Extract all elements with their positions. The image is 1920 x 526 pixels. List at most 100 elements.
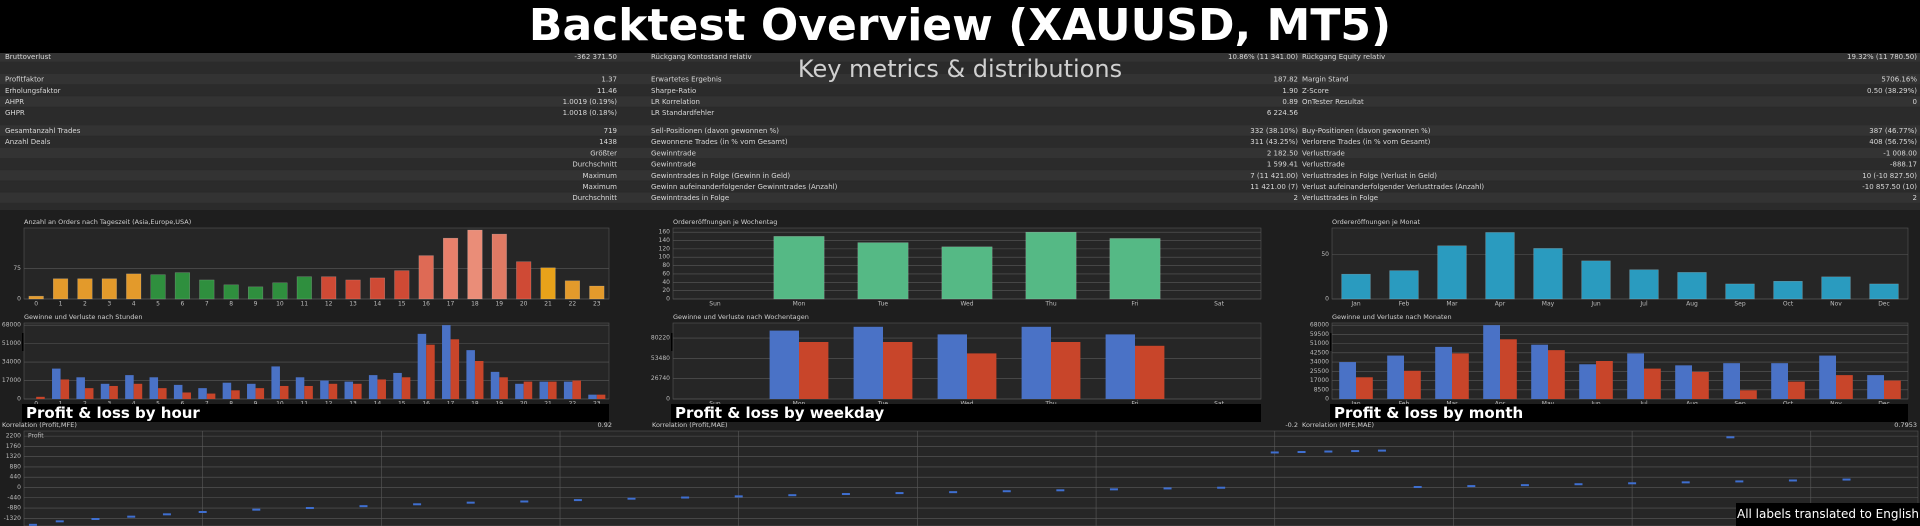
- stat-label: Verlusttrade: [1302, 161, 1345, 169]
- caption-box: [1330, 404, 1908, 422]
- bar: [1387, 355, 1404, 399]
- bar: [589, 285, 605, 300]
- bar: [1051, 342, 1081, 399]
- stat-label: Z-Score: [1302, 87, 1329, 95]
- chart-caption: Profit & loss by hour: [26, 404, 200, 422]
- bar: [199, 279, 215, 300]
- scatter-point: [1377, 449, 1386, 452]
- stat-value: 5706.16%: [1881, 76, 1917, 84]
- footer-note: All labels translated to English: [1737, 507, 1919, 521]
- y-tick-label: 50: [1321, 251, 1329, 258]
- stat-label: Gewinntrades in Folge (Gewinn in Geld): [651, 172, 790, 180]
- y-tick-label: 51000: [2, 340, 21, 347]
- bar: [572, 380, 581, 399]
- scatter-point: [627, 497, 636, 500]
- stat-label: OnTester Resultat: [1302, 98, 1364, 106]
- bar: [466, 350, 475, 399]
- stat-label: GHPR: [5, 109, 25, 117]
- bar: [548, 381, 557, 399]
- bar: [1025, 231, 1077, 300]
- correlation-label: Korrelation (Profit,MFE): [2, 421, 77, 429]
- bar: [1531, 344, 1548, 399]
- x-tick-label: 7: [205, 301, 209, 308]
- bar: [353, 383, 362, 399]
- stat-label: Anzahl Deals: [5, 138, 51, 146]
- x-tick-label: 8: [229, 301, 233, 308]
- x-tick-label: 16: [422, 301, 430, 308]
- y-tick-label: 68000: [1310, 322, 1329, 329]
- stat-label: Durchschnitt: [572, 161, 617, 169]
- bar: [76, 377, 85, 399]
- scatter-point: [1056, 489, 1065, 492]
- y-tick-label: 42500: [1310, 349, 1329, 356]
- x-tick-label: 6: [181, 301, 185, 308]
- bar: [149, 377, 159, 399]
- x-tick-label: Mar: [1446, 301, 1458, 308]
- bar: [101, 278, 117, 300]
- scatter-point: [1726, 436, 1735, 439]
- bar: [467, 229, 483, 300]
- stat-label: Verlusttrade: [1302, 149, 1345, 157]
- stat-value: 11 421.00 (7): [1250, 183, 1298, 191]
- correlation-value: 0.92: [598, 421, 612, 429]
- stat-label: Verlust aufeinanderfolgender Verlusttrad…: [1302, 183, 1484, 191]
- caption-box: [671, 404, 1261, 422]
- stat-label: Durchschnitt: [572, 194, 617, 202]
- legend-entry: Profit: [28, 433, 44, 440]
- bar: [321, 276, 337, 300]
- bar: [255, 388, 265, 399]
- bar: [279, 385, 289, 399]
- scatter-point: [305, 507, 314, 510]
- stat-value: 0.89: [1282, 98, 1298, 106]
- scatter-point: [1270, 451, 1279, 454]
- y-tick-label: 20: [662, 287, 670, 294]
- bar: [247, 383, 256, 399]
- stat-label: Sell-Positionen (davon gewonnen %): [651, 127, 779, 135]
- page-subtitle: Key metrics & distributions: [798, 55, 1122, 83]
- bar: [588, 394, 597, 399]
- bar: [345, 279, 361, 300]
- scatter-point: [413, 503, 422, 506]
- stat-label: Rückgang Kontostand relativ: [651, 53, 752, 61]
- bar: [77, 278, 93, 300]
- x-tick-label: 9: [254, 301, 258, 308]
- stat-value: -10 857.50 (10): [1862, 183, 1917, 191]
- stat-value: 2: [1294, 194, 1298, 202]
- bar: [1819, 355, 1836, 399]
- bar: [271, 366, 280, 399]
- y-tick-label: 51000: [1310, 340, 1329, 347]
- x-tick-label: May: [1542, 301, 1555, 308]
- bar: [1867, 375, 1884, 399]
- bar: [1740, 390, 1757, 399]
- x-tick-label: 11: [300, 301, 308, 308]
- y-tick-label: 68000: [2, 322, 21, 329]
- y-tick-label: -1320: [4, 515, 22, 522]
- stat-value: 2: [1913, 194, 1917, 202]
- bar: [377, 379, 386, 399]
- bar: [1435, 346, 1452, 399]
- bar: [1723, 363, 1740, 399]
- y-tick-label: -440: [7, 494, 21, 501]
- bar: [1500, 339, 1517, 399]
- stat-label: Gesamtanzahl Trades: [5, 127, 81, 135]
- x-tick-label: 4: [132, 301, 136, 308]
- stat-label: Maximum: [583, 172, 618, 180]
- bar: [1452, 353, 1469, 399]
- charts: Anzahl an Orders nach Tageszeit (Asia,Eu…: [2, 218, 1919, 526]
- chart-title: Gewinne und Verluste nach Monaten: [1332, 313, 1452, 321]
- scatter-point: [1297, 451, 1306, 454]
- y-tick-label: 34000: [2, 359, 21, 366]
- bar: [174, 272, 190, 300]
- x-tick-label: 22: [569, 301, 577, 308]
- y-tick-label: 40: [662, 279, 670, 286]
- x-tick-label: 23: [593, 301, 601, 308]
- x-tick-label: Tue: [877, 301, 889, 308]
- bar: [515, 383, 524, 399]
- scatter-point: [359, 505, 368, 508]
- stat-value: 332 (38.10%): [1250, 127, 1298, 135]
- scatter-point: [1351, 450, 1360, 453]
- x-tick-label: Sat: [1214, 301, 1224, 308]
- x-tick-label: 15: [398, 301, 406, 308]
- stat-label: Bruttoverlust: [5, 53, 51, 61]
- bar: [393, 372, 402, 399]
